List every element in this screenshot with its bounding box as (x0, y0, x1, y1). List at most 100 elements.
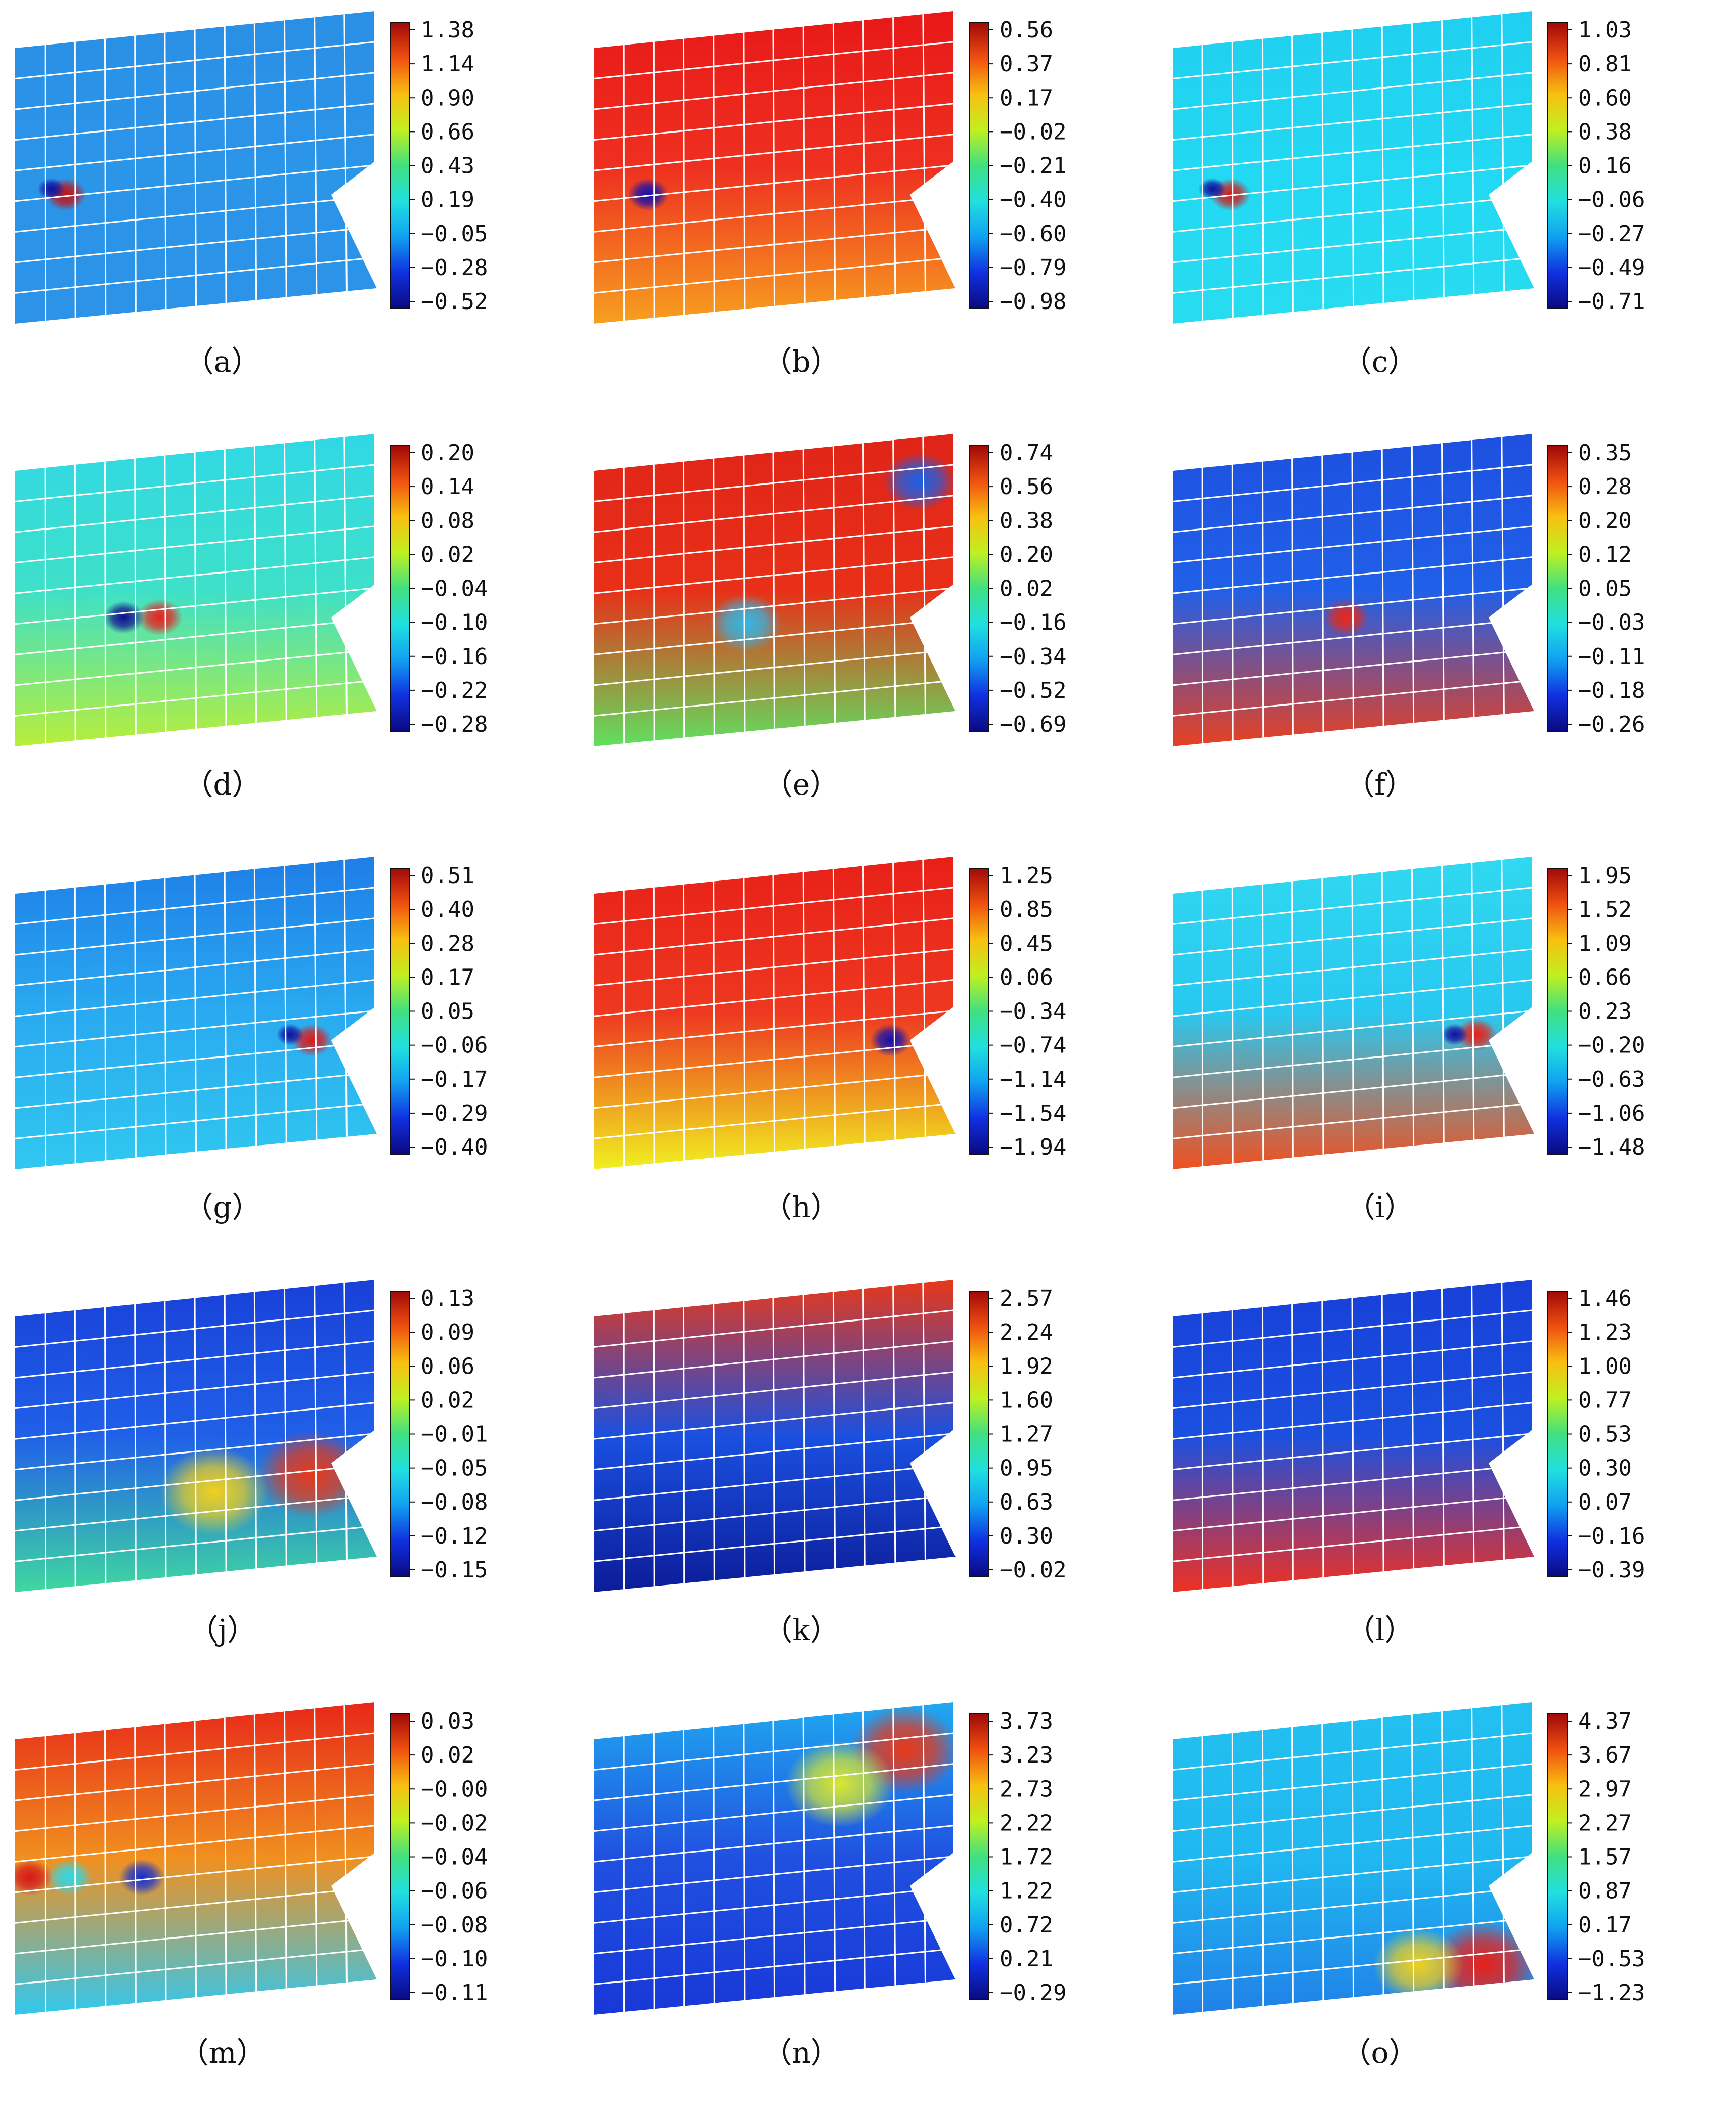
colorbar-tick-label: 0.38 (1578, 119, 1632, 145)
colorbar-tick-label: −0.05 (421, 1456, 488, 1481)
colorbar-tick-label: −0.29 (1000, 1980, 1066, 2006)
panel-caption: （o） (1342, 2036, 1418, 2070)
colorbar-tick-label: 0.02 (421, 1387, 474, 1413)
colorbar-tick-label: −0.79 (1000, 255, 1066, 281)
colorbar-tick-label: 1.46 (1578, 1286, 1632, 1311)
colorbar (969, 1714, 988, 2000)
colorbar-tick-label: −0.69 (1000, 712, 1066, 737)
colorbar-tick-label: 1.00 (1578, 1353, 1632, 1379)
colorbar-tick-label: 0.66 (1578, 964, 1632, 990)
panel-caption: （j） (189, 1613, 256, 1647)
colorbar-tick-label: −0.02 (1000, 119, 1066, 145)
field-hotspot (276, 1024, 303, 1045)
colorbar-tick-label: 0.38 (1000, 508, 1053, 534)
colorbar-tick-label: −0.60 (1000, 221, 1066, 247)
field-hotspot (47, 1859, 92, 1896)
colorbar-tick-label: −0.29 (421, 1100, 488, 1126)
colorbar-tick-label: −0.08 (421, 1912, 488, 1938)
colorbar-tick-label: −0.02 (421, 1810, 488, 1836)
colorbar-tick-label: −1.48 (1578, 1134, 1645, 1160)
colorbar-tick-label: 0.08 (421, 508, 474, 534)
panel-caption: （l） (1346, 1613, 1414, 1647)
colorbar-tick-label: −0.12 (421, 1523, 488, 1549)
colorbar-tick-label: 2.97 (1578, 1776, 1632, 1802)
field-hotspot (1373, 1929, 1464, 2002)
panel-caption: （f） (1345, 767, 1414, 802)
field-hotspot (709, 594, 782, 652)
colorbar-tick-label: −0.22 (421, 678, 488, 703)
panel-caption: （c） (1342, 344, 1417, 379)
colorbar-tick-label: 0.77 (1578, 1387, 1632, 1413)
colorbar-tick-label: 1.03 (1578, 17, 1632, 43)
colorbar-tick-label: −0.39 (1578, 1557, 1645, 1583)
colorbar-tick-label: −1.06 (1578, 1100, 1645, 1126)
colorbar-tick-label: 2.22 (1000, 1810, 1053, 1836)
colorbar-tick-label: 0.35 (1578, 440, 1632, 466)
colorbar-tick-label: 0.56 (1000, 474, 1053, 500)
colorbar-tick-label: 2.27 (1578, 1810, 1632, 1836)
colorbar-tick-label: −0.06 (421, 1878, 488, 1904)
colorbar-tick-label: 0.05 (1578, 576, 1632, 602)
colorbar-tick-label: −1.54 (1000, 1100, 1066, 1126)
colorbar (1548, 446, 1567, 731)
colorbar-tick-label: 0.02 (1000, 576, 1053, 602)
colorbar-tick-label: −0.10 (421, 610, 488, 636)
colorbar-tick-label: 0.12 (1578, 542, 1632, 567)
colorbar-tick-label: −0.98 (1000, 289, 1066, 315)
colorbar (1548, 23, 1567, 309)
panel-caption: （m） (180, 2036, 266, 2070)
colorbar-tick-label: 0.87 (1578, 1878, 1632, 1904)
panel-caption: （n） (762, 2036, 840, 2070)
colorbar-tick-label: 0.07 (1578, 1489, 1632, 1515)
colorbar-tick-label: −0.74 (1000, 1033, 1066, 1059)
colorbar-tick-label: 1.23 (1578, 1319, 1632, 1345)
colorbar-tick-label: −0.00 (421, 1776, 488, 1802)
colorbar-tick-label: 4.37 (1578, 1708, 1632, 1734)
colorbar-tick-label: 2.73 (1000, 1776, 1053, 1802)
panel-svg: 1.030.810.600.380.16−0.06−0.27−0.49−0.71… (1157, 0, 1736, 423)
panel-svg: 3.733.232.732.221.721.220.720.21−0.29（n） (579, 1691, 1157, 2114)
colorbar-tick-label: 0.16 (1578, 153, 1632, 179)
panel-caption: （i） (1346, 1190, 1414, 1224)
colorbar-tick-label: −0.16 (421, 644, 488, 670)
panel-caption: （h） (762, 1190, 840, 1224)
colorbar-tick-label: 0.23 (1578, 999, 1632, 1025)
colorbar-tick-label: 0.37 (1000, 51, 1053, 77)
colorbar-tick-label: 3.67 (1578, 1742, 1632, 1768)
colorbar-tick-label: 0.30 (1000, 1523, 1053, 1549)
colorbar-tick-label: 1.25 (1000, 863, 1053, 889)
colorbar (390, 446, 410, 731)
colorbar-tick-label: 0.17 (1000, 85, 1053, 111)
panel-caption: （b） (762, 344, 840, 379)
colorbar-tick-label: −0.34 (1000, 999, 1066, 1025)
colorbar-tick-label: −0.28 (421, 255, 488, 281)
field-hotspot (103, 601, 144, 634)
colorbar-tick-label: −0.40 (1000, 187, 1066, 213)
colorbar-tick-label: 1.72 (1000, 1844, 1053, 1870)
colorbar-tick-label: −0.16 (1000, 610, 1066, 636)
panel-svg: 0.030.02−0.00−0.02−0.04−0.06−0.08−0.10−0… (0, 1691, 579, 2114)
colorbar-tick-label: 0.56 (1000, 17, 1053, 43)
colorbar (390, 23, 410, 309)
panel-svg: 0.560.370.17−0.02−0.21−0.40−0.60−0.79−0.… (579, 0, 1157, 423)
colorbar-tick-label: 0.17 (421, 964, 474, 990)
colorbar-tick-label: 0.72 (1000, 1912, 1053, 1938)
colorbar-tick-label: 1.09 (1578, 931, 1632, 956)
colorbar-tick-label: 1.27 (1000, 1422, 1053, 1447)
colorbar-tick-label: 0.85 (1000, 897, 1053, 922)
colorbar-tick-label: −1.14 (1000, 1067, 1066, 1092)
